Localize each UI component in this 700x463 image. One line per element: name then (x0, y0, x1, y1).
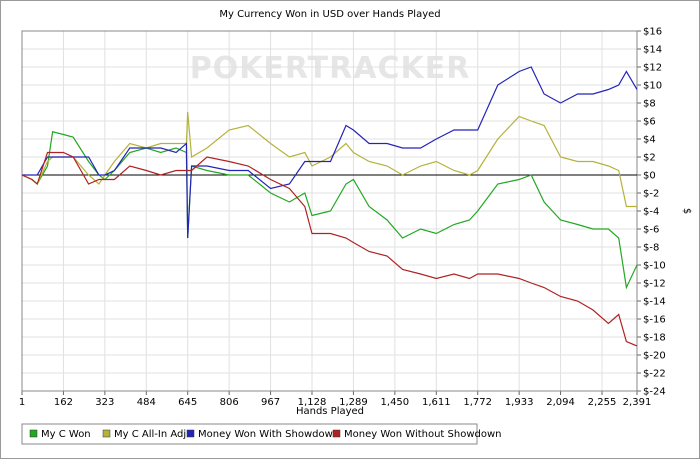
x-tick-label: 162 (54, 397, 73, 408)
legend-swatch (332, 429, 341, 438)
watermark: POKERTRACKER (190, 51, 471, 86)
x-tick-label: 1,289 (339, 397, 368, 408)
x-tick-label: 1,772 (463, 397, 492, 408)
y-tick-label: $16 (643, 27, 662, 38)
x-tick-label: 2,391 (623, 397, 652, 408)
x-tick-label: 1,450 (381, 397, 410, 408)
y-tick-label: $-24 (643, 387, 666, 398)
y-tick-label: $0 (643, 171, 656, 182)
y-tick-label: $8 (643, 99, 656, 110)
y-tick-label: $-2 (643, 189, 659, 200)
y-tick-label: $2 (643, 153, 656, 164)
series-line (21, 131, 638, 290)
legend-label: Money Won With Showdown (198, 429, 339, 440)
legend-label: My C All-In Adj (114, 429, 186, 440)
legend-label: My C Won (41, 429, 91, 440)
y-tick-label: $-10 (643, 261, 666, 272)
legend-swatch (102, 429, 111, 438)
x-tick-label: 1,933 (505, 397, 534, 408)
y-tick-label: $10 (643, 81, 662, 92)
y-tick-label: $-18 (643, 333, 666, 344)
x-tick-label: 323 (95, 397, 114, 408)
series-line (22, 66, 638, 239)
x-tick-label: 484 (137, 397, 156, 408)
legend-box (21, 423, 478, 445)
y-tick-label: $-4 (643, 207, 659, 218)
x-tick-label: 645 (178, 397, 197, 408)
y-axis-label: $ (681, 208, 692, 214)
x-tick-label: 1,611 (422, 397, 451, 408)
y-tick-label: $6 (643, 117, 656, 128)
x-axis-label: Hands Played (296, 406, 364, 417)
legend-swatch (29, 429, 38, 438)
series-line (21, 151, 638, 347)
x-tick-label: 967 (261, 397, 280, 408)
y-tick-label: $-22 (643, 369, 666, 380)
x-tick-label: 806 (220, 397, 239, 408)
y-tick-label: $-6 (643, 225, 659, 236)
y-tick-label: $12 (643, 63, 662, 74)
x-tick-label: 1 (19, 397, 25, 408)
y-tick-label: $-14 (643, 297, 666, 308)
y-tick-label: $4 (643, 135, 656, 146)
x-tick-label: 1,128 (298, 397, 327, 408)
chart-title: My Currency Won in USD over Hands Played (219, 9, 440, 20)
plot-area (21, 30, 638, 392)
legend-label: Money Won Without Showdown (344, 429, 502, 440)
y-tick-label: $-20 (643, 351, 666, 362)
legend-swatch (186, 429, 195, 438)
y-tick-label: $-16 (643, 315, 666, 326)
y-tick-label: $-12 (643, 279, 666, 290)
x-tick-label: 2,255 (588, 397, 617, 408)
y-tick-label: $14 (643, 45, 662, 56)
x-tick-label: 2,094 (546, 397, 575, 408)
y-tick-label: $-8 (643, 243, 659, 254)
